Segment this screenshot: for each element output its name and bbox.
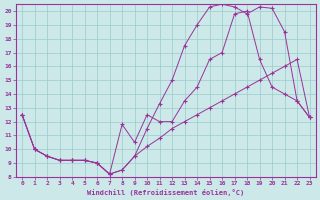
X-axis label: Windchill (Refroidissement éolien,°C): Windchill (Refroidissement éolien,°C) <box>87 189 244 196</box>
